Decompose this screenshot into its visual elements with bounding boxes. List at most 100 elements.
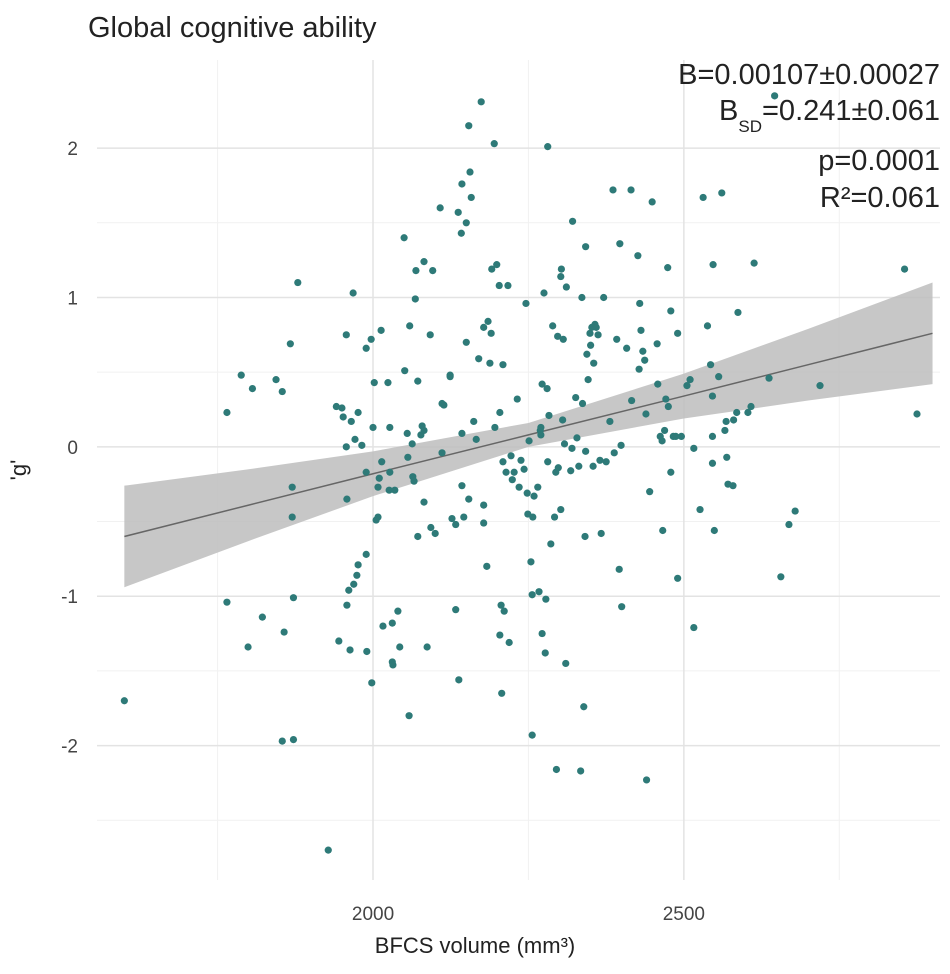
point [446,373,454,381]
point [403,429,411,438]
point [386,423,394,432]
point [578,293,586,302]
point [455,676,463,684]
point [458,482,466,490]
point [487,329,495,337]
point [562,283,570,291]
point [664,264,672,272]
point [278,387,286,396]
point [412,267,420,275]
point [816,382,824,390]
point [345,586,353,594]
point [467,193,475,202]
point [465,122,473,130]
point [586,329,594,337]
point [580,703,588,711]
y-axis-label: 'g' [6,460,31,481]
point [367,335,375,343]
point [458,180,466,188]
point [385,486,393,494]
point [578,399,587,408]
point [545,411,553,420]
point [747,402,755,411]
point [708,392,717,400]
point [460,513,468,521]
point [370,379,378,387]
point [400,234,408,242]
point [542,595,550,603]
point [347,417,355,426]
point [540,289,548,297]
point [530,492,538,500]
point [568,444,576,452]
point [343,495,351,503]
point [600,293,608,302]
point [672,432,680,440]
y-tick-label: -2 [61,737,78,758]
point [615,565,623,573]
point [659,526,667,535]
point [475,355,483,363]
point [596,456,604,464]
annotations: B=0.00107±0.00027 BSD=0.241±0.061 p=0.00… [678,59,940,214]
point [406,322,414,330]
point [662,395,670,403]
point [368,679,376,687]
point [616,240,624,248]
point [538,380,546,388]
chart-title: Global cognitive ability [88,12,377,44]
point [339,413,347,421]
point [674,329,682,337]
point [791,507,799,515]
point [411,295,419,303]
point [785,520,793,529]
point [405,712,413,720]
point [582,243,590,251]
point [557,265,565,273]
point [497,601,505,609]
point [504,281,512,290]
point [436,204,444,212]
annotation-text: =0.241±0.061 [762,95,940,127]
point [513,395,521,403]
point [722,417,730,426]
point [771,92,779,100]
point [733,408,741,417]
point [646,488,654,496]
point [362,344,370,352]
point [332,402,340,411]
point [223,598,231,606]
point [342,331,350,339]
annotation: B=0.00107±0.00027 [678,59,940,91]
point [486,359,494,367]
point [490,140,498,148]
point [384,379,392,387]
point [575,462,583,470]
point [354,561,362,569]
point [581,532,589,541]
point [517,456,525,464]
point [349,289,357,297]
point [744,408,752,417]
point [557,505,565,514]
point [289,735,298,744]
x-tick-label: 2500 [663,904,705,925]
point [505,638,513,647]
point [389,661,397,669]
point [568,217,577,225]
point [613,335,621,343]
point [386,468,394,476]
point [342,443,350,451]
point [462,219,470,227]
y-tick-label: -1 [61,587,78,608]
point [346,646,354,654]
point [609,186,617,194]
point [537,423,545,432]
point [559,416,567,424]
point [584,376,592,384]
point [594,331,602,339]
point [480,323,488,331]
point [377,326,385,334]
point [582,447,590,455]
